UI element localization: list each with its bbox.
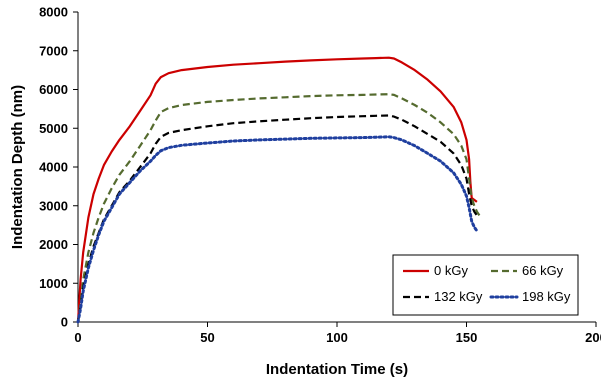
legend-box bbox=[392, 254, 579, 316]
series-line-2 bbox=[76, 114, 478, 323]
y-ticks: 0 1000 2000 3000 4000 5000 6000 7000 8000 bbox=[39, 5, 78, 330]
y-tick-label: 7000 bbox=[39, 43, 68, 58]
legend-label-1: 66 kGy bbox=[522, 263, 564, 278]
series-line-3 bbox=[76, 135, 479, 324]
y-tick-label: 1000 bbox=[39, 276, 68, 291]
x-tick-label: 100 bbox=[326, 330, 348, 345]
legend: 0 kGy 66 kGy 132 kGy 198 kGy bbox=[392, 254, 579, 316]
y-axis-title: Indentation Depth (nm) bbox=[9, 85, 26, 249]
y-tick-label: 2000 bbox=[39, 237, 68, 252]
x-tick-label: 200 bbox=[585, 330, 601, 345]
series-line-1 bbox=[76, 93, 481, 323]
legend-label-0: 0 kGy bbox=[434, 263, 468, 278]
x-ticks: 0 50 100 150 200 bbox=[74, 322, 601, 345]
y-tick-label: 5000 bbox=[39, 121, 68, 136]
x-tick-label: 0 bbox=[74, 330, 81, 345]
y-tick-label: 0 bbox=[61, 315, 68, 330]
x-axis-title: Indentation Time (s) bbox=[266, 361, 408, 378]
legend-label-2: 132 kGy bbox=[434, 289, 483, 304]
y-tick-label: 6000 bbox=[39, 82, 68, 97]
y-tick-label: 4000 bbox=[39, 160, 68, 175]
legend-label-3: 198 kGy bbox=[522, 289, 571, 304]
x-tick-label: 150 bbox=[456, 330, 478, 345]
y-tick-label: 8000 bbox=[39, 5, 68, 20]
x-tick-label: 50 bbox=[200, 330, 214, 345]
series-line-0 bbox=[76, 56, 478, 323]
y-tick-label: 3000 bbox=[39, 198, 68, 213]
series-group bbox=[76, 56, 481, 324]
